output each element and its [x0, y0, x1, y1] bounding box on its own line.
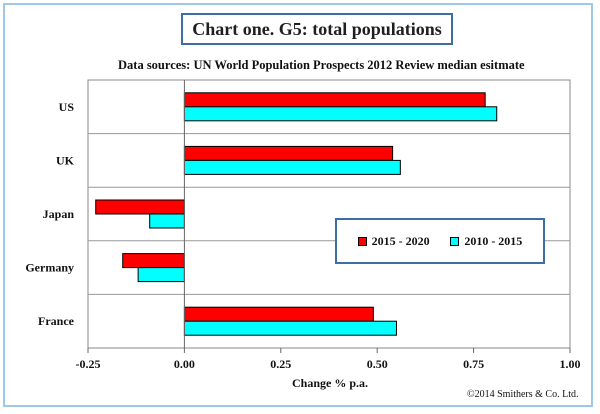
legend-item-2015-2020: 2015 - 2020: [357, 233, 430, 249]
category-label-germany: Germany: [25, 261, 74, 275]
axis-layer: US UK Japan Germany France -0.25 0.00 0.25 0.50 0…: [25, 80, 581, 371]
legend-swatch-2010-2015: [450, 236, 460, 246]
category-label-us: US: [59, 100, 75, 114]
bar-japan-2010-2015: [149, 213, 185, 229]
bar-us-2015-2020: [183, 92, 486, 108]
legend-swatch-2015-2020: [357, 236, 367, 246]
plot-border: [87, 79, 571, 349]
x-tick-label: -0.25: [76, 357, 101, 371]
bar-france-2010-2015: [183, 320, 397, 336]
bar-france-2015-2020: [183, 306, 374, 322]
x-tick-label: 0.00: [174, 357, 195, 371]
legend-label-2010-2015: 2010 - 2015: [464, 233, 523, 248]
x-tick-label: 0.25: [270, 357, 291, 371]
x-tick-label: 0.75: [463, 357, 484, 371]
category-label-japan: Japan: [43, 207, 75, 221]
bar-germany-2015-2020: [122, 253, 185, 269]
chart-title: Chart one. G5: total populations: [181, 13, 453, 45]
copyright-note: ©2014 Smithers & Co. Ltd.: [467, 389, 579, 400]
category-label-france: France: [38, 314, 75, 328]
chart-subtitle: Data sources: UN World Population Prospe…: [118, 58, 525, 72]
bar-uk-2015-2020: [183, 145, 394, 161]
chart-legend: 2015 - 2020 2010 - 2015: [335, 218, 545, 264]
bar-layer: [95, 92, 498, 336]
legend-label-2015-2020: 2015 - 2020: [371, 233, 430, 248]
x-axis-label: Change % p.a.: [292, 376, 368, 390]
bar-us-2010-2015: [183, 106, 498, 122]
category-label-uk: UK: [56, 153, 75, 167]
chart-title-text: Chart one. G5: total populations: [192, 18, 442, 39]
bar-germany-2010-2015: [137, 267, 185, 283]
x-tick-label: 0.50: [367, 357, 388, 371]
bar-japan-2015-2020: [95, 199, 185, 215]
legend-item-2010-2015: 2010 - 2015: [450, 234, 522, 249]
x-tick-label: 1.00: [560, 357, 581, 371]
bar-uk-2010-2015: [183, 159, 401, 175]
